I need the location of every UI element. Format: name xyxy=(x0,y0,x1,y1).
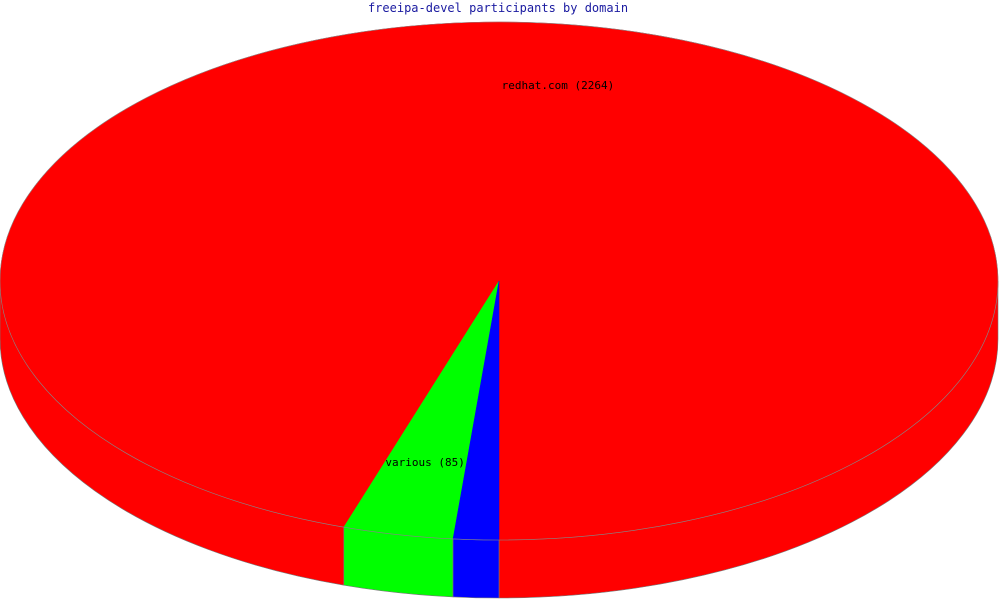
pie-rim xyxy=(0,21,999,541)
slice-side-2 xyxy=(452,538,500,599)
pie-top-faces xyxy=(0,21,999,541)
pie-side-walls xyxy=(0,280,999,599)
chart-title: freeipa-devel participants by domain xyxy=(368,1,628,15)
slice-label-1: various (85) xyxy=(385,456,464,469)
slice-label-0: redhat.com (2264) xyxy=(502,79,615,92)
slice-labels: redhat.com (2264) various (85) xyxy=(385,79,614,469)
